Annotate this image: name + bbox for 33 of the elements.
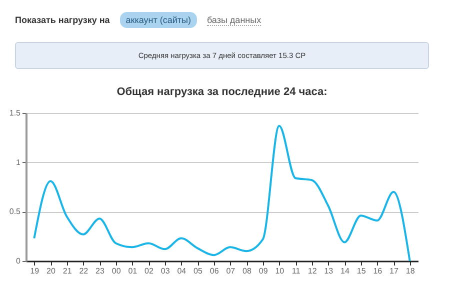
x-tick-label: 02 [144, 266, 154, 276]
x-tick-label: 08 [242, 266, 252, 276]
chart-title: Общая нагрузка за последние 24 часа: [116, 86, 328, 98]
x-tick-label: 00 [112, 266, 122, 276]
line-series [33, 124, 411, 262]
x-tick-label: 20 [46, 266, 56, 276]
text: аккаунт (сайты) [120, 12, 197, 28]
x-tick-label: 12 [308, 266, 318, 276]
x-tick-label: 21 [62, 266, 72, 276]
x-tick-label: 05 [194, 266, 203, 276]
y-tick-label: 1 [16, 158, 22, 167]
x-tick-label: 11 [292, 266, 301, 276]
x-tick-label: 03 [160, 266, 170, 276]
x-tick-label: 13 [324, 266, 334, 276]
x-tick-label: 07 [226, 266, 236, 276]
x-tick-label: 18 [406, 266, 416, 276]
x-tick-label: 01 [128, 266, 138, 276]
x-tick-label: 14 [340, 266, 350, 276]
x-tick-label: 17 [390, 266, 399, 276]
x-tick-label: 16 [373, 266, 383, 276]
x-tick-label: 10 [275, 266, 285, 276]
x-tick-label: 09 [258, 266, 268, 276]
x-tick-label: 22 [79, 266, 89, 276]
y-tick-label: 0 [16, 256, 22, 266]
x-tick-label: 06 [210, 266, 220, 276]
x-tick-label: 15 [356, 266, 366, 276]
x-tick-label: 19 [30, 266, 40, 276]
text: Показать нагрузку на [15, 15, 110, 25]
x-tick-label: 04 [177, 266, 187, 276]
text: базы данных [206, 14, 262, 26]
x-tick-label: 23 [96, 266, 105, 276]
y-tick-label: 0.5 [9, 207, 22, 216]
y-tick-label: 1.5 [9, 108, 22, 118]
